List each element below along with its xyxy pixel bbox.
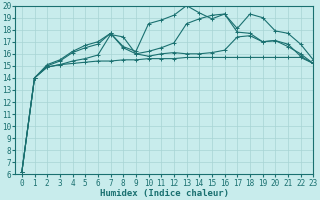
X-axis label: Humidex (Indice chaleur): Humidex (Indice chaleur) [100, 189, 229, 198]
